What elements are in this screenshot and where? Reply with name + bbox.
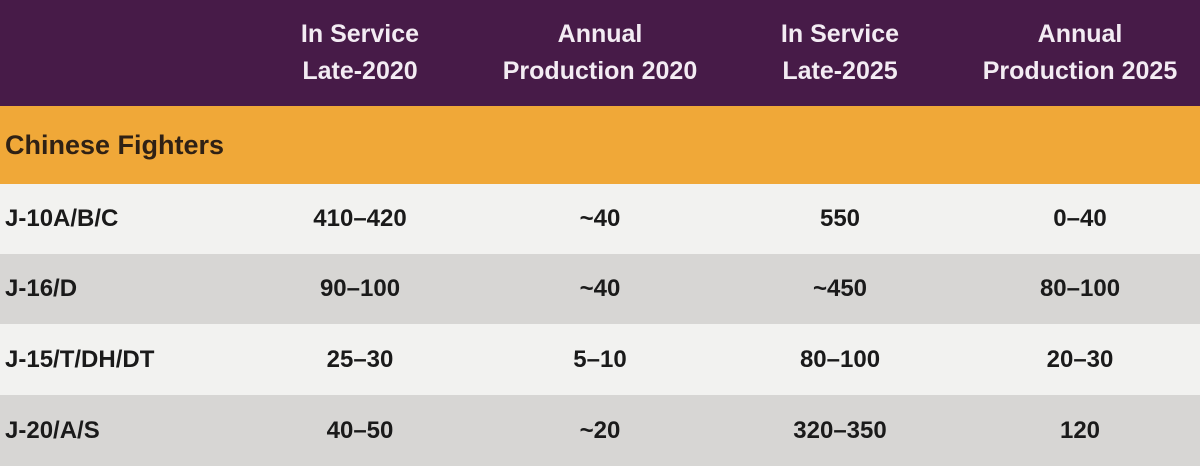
cell-annual-production-2025: 120 xyxy=(1059,416,1101,444)
row-label: J-20/A/S xyxy=(5,416,100,444)
cell-annual-production-2020: ~40 xyxy=(579,205,621,232)
column-header-line2: Production 2025 xyxy=(982,57,1178,85)
column-header-in-service-2020: In Service Late-2020 xyxy=(240,16,480,90)
section-header-label: Chinese Fighters xyxy=(5,129,225,160)
cell-annual-production-2025: 0–40 xyxy=(1053,205,1107,232)
cell-in-service-2025: ~450 xyxy=(812,275,868,302)
cell-annual-production-2025: 80–100 xyxy=(1039,275,1121,302)
table-header-row: In Service Late-2020 Annual Production 2… xyxy=(0,0,1200,106)
cell-annual-production-2020: 5–10 xyxy=(573,345,627,373)
column-header-line1: In Service xyxy=(300,20,420,48)
table-row: J-20/A/S 40–50 ~20 320–350 120 xyxy=(0,395,1200,466)
section-header-row: Chinese Fighters xyxy=(0,106,1200,184)
column-header-line2: Production 2020 xyxy=(502,57,698,85)
column-header-line2: Late-2025 xyxy=(782,57,898,85)
column-header-line2: Late-2020 xyxy=(302,57,418,85)
column-header-line1: Annual xyxy=(1037,20,1123,48)
cell-annual-production-2025: 20–30 xyxy=(1046,345,1114,373)
column-header-annual-production-2025: Annual Production 2025 xyxy=(960,16,1200,90)
column-header-in-service-2025: In Service Late-2025 xyxy=(720,16,960,90)
column-header-line1: In Service xyxy=(780,20,900,48)
cell-in-service-2020: 410–420 xyxy=(313,205,407,232)
cell-in-service-2020: 90–100 xyxy=(319,275,401,302)
row-label: J-16/D xyxy=(5,275,78,302)
cell-in-service-2020: 25–30 xyxy=(326,345,394,373)
table-row: J-16/D 90–100 ~40 ~450 80–100 xyxy=(0,254,1200,324)
cell-in-service-2020: 40–50 xyxy=(326,416,394,444)
cell-in-service-2025: 320–350 xyxy=(793,416,887,444)
row-label: J-10A/B/C xyxy=(5,205,119,232)
cell-annual-production-2020: ~40 xyxy=(579,275,621,302)
table-row: J-10A/B/C 410–420 ~40 550 0–40 xyxy=(0,184,1200,254)
cell-in-service-2025: 80–100 xyxy=(799,345,881,373)
column-header-line1: Annual xyxy=(557,20,643,48)
row-label: J-15/T/DH/DT xyxy=(5,345,155,373)
table-row: J-15/T/DH/DT 25–30 5–10 80–100 20–30 xyxy=(0,324,1200,395)
cell-in-service-2025: 550 xyxy=(819,205,861,232)
cell-annual-production-2020: ~20 xyxy=(579,416,621,444)
column-header-annual-production-2020: Annual Production 2020 xyxy=(480,16,720,90)
